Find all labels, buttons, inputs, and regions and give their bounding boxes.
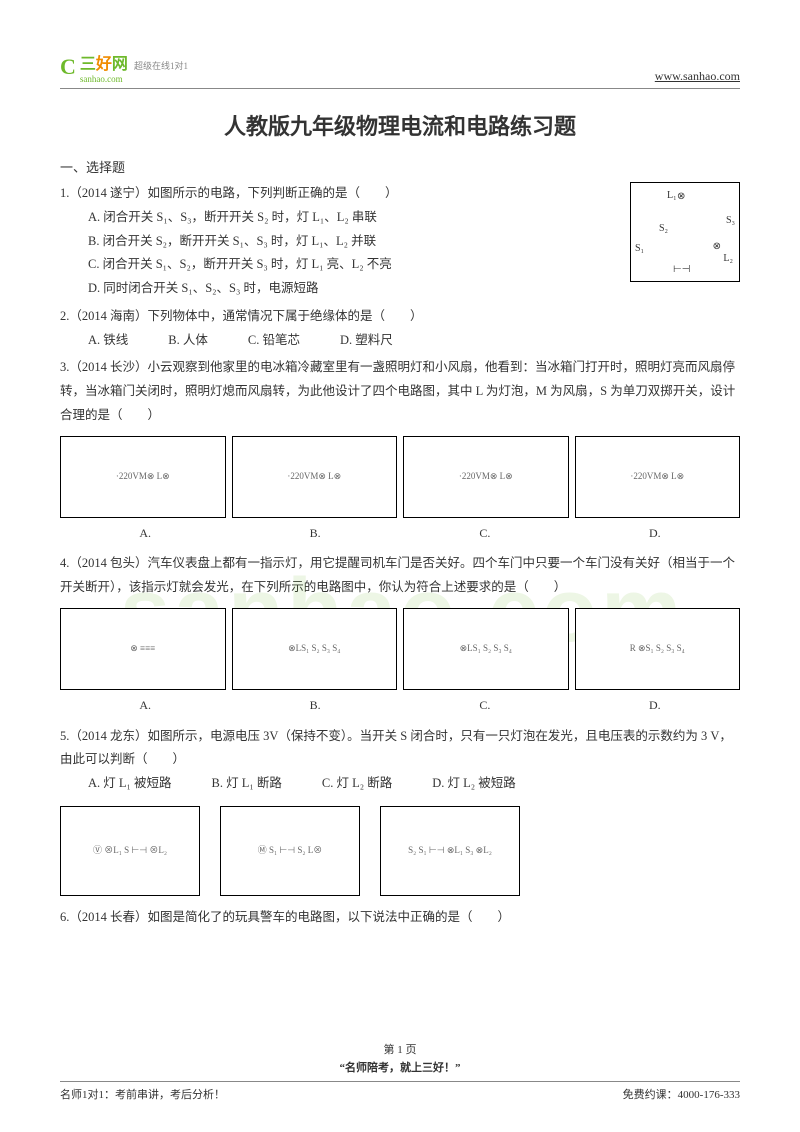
- q3-fig-b: ·220V M⊗ L⊗: [232, 436, 398, 518]
- q2-opt-c: C. 铅笔芯: [248, 329, 300, 353]
- q5-opt-b: B. 灯 L₁ 断路: [212, 772, 282, 796]
- question-6: 6.（2014 长春）如图是简化了的玩具警车的电路图，以下说法中正确的是（ ）: [60, 906, 740, 930]
- question-1: L₁ ⊗ S₂ S₃ S₁ ⊗ L₂ ⊢⊣ 1.（2014 遂宁）如图所示的电路…: [60, 182, 740, 301]
- q4-fig-c: ⊗L S₁ S₂ S₃ S₄: [403, 608, 569, 690]
- logo-tagline: 超级在线1对1: [134, 61, 188, 71]
- section-heading: 一、选择题: [60, 157, 740, 176]
- header-url[interactable]: www.sanhao.com: [655, 69, 740, 84]
- logo-cn-2: 好: [96, 56, 112, 73]
- q3-stem: 3.（2014 长沙）小云观察到他家里的电冰箱冷藏室里有一盏照明灯和小风扇，他看…: [60, 356, 740, 427]
- question-2: 2.（2014 海南）下列物体中，通常情况下属于绝缘体的是（ ） A. 铁线 B…: [60, 305, 740, 353]
- header-bar: C 三好网 超级在线1对1 sanhao.com www.sanhao.com: [60, 50, 740, 89]
- label-l2: L₂: [723, 249, 733, 268]
- q2-opt-d: D. 塑料尺: [340, 329, 393, 353]
- q5-opt-a: A. 灯 L₁ 被短路: [88, 772, 172, 796]
- q4-label-c: C.: [479, 694, 490, 717]
- logo-cn-1: 三: [80, 56, 96, 73]
- q3-label-b: B.: [310, 522, 321, 545]
- q3-label-d: D.: [649, 522, 661, 545]
- logo: C 三好网 超级在线1对1 sanhao.com: [60, 50, 188, 84]
- q4-label-d: D.: [649, 694, 661, 717]
- question-5: 5.（2014 龙东）如图所示，电源电压 3V（保持不变）。当开关 S 闭合时，…: [60, 725, 740, 896]
- page: sanhao.com C 三好网 超级在线1对1 sanhao.com www.…: [0, 0, 800, 1132]
- q4-labels: A. B. C. D.: [60, 694, 740, 717]
- label-l1: L₁: [667, 186, 677, 205]
- q6-stem: 6.（2014 长春）如图是简化了的玩具警车的电路图，以下说法中正确的是（ ）: [60, 906, 740, 930]
- q3-fig-d: ·220V M⊗ L⊗: [575, 436, 741, 518]
- logo-brand: 三好网 超级在线1对1 sanhao.com: [80, 50, 188, 84]
- bulb-icon: ⊗: [713, 237, 721, 256]
- page-title: 人教版九年级物理电流和电路练习题: [60, 109, 740, 141]
- q4-fig-b: ⊗L S₁ S₂ S₃ S₄: [232, 608, 398, 690]
- q4-diagrams: ⊗ ≡≡≡ ⊗L S₁ S₂ S₃ S₄ ⊗L S₁ S₂ S₃ S₄ R ⊗ …: [60, 608, 740, 690]
- question-4: 4.（2014 包头）汽车仪表盘上都有一指示灯，用它提醒司机车门是否关好。四个车…: [60, 552, 740, 716]
- q5-opt-c: C. 灯 L₂ 断路: [322, 772, 392, 796]
- q5-figures-row: Ⓥ ⊗L₁ S ⊢⊣ ⊗L₂ Ⓜ S₁ ⊢⊣ S₂ L⊗ S₂ S₁ ⊢⊣ ⊗L…: [60, 806, 740, 896]
- q5-fig-3: S₂ S₁ ⊢⊣ ⊗L₁ S₃ ⊗L₂: [380, 806, 520, 896]
- footer-page-number: 第 1 页: [60, 1041, 740, 1057]
- q5-fig-2: Ⓜ S₁ ⊢⊣ S₂ L⊗: [220, 806, 360, 896]
- label-s3: S₃: [726, 211, 735, 230]
- q3-labels: A. B. C. D.: [60, 522, 740, 545]
- q5-fig-1: Ⓥ ⊗L₁ S ⊢⊣ ⊗L₂: [60, 806, 200, 896]
- label-s1: S₁: [635, 239, 644, 258]
- bulb-icon: ⊗: [677, 187, 685, 206]
- q4-fig-d: R ⊗ S₁ S₂ S₃ S₄: [575, 608, 741, 690]
- battery-icon: ⊢⊣: [673, 260, 690, 279]
- q4-fig-a: ⊗ ≡≡≡: [60, 608, 226, 690]
- q5-stem: 5.（2014 龙东）如图所示，电源电压 3V（保持不变）。当开关 S 闭合时，…: [60, 725, 740, 773]
- q4-stem: 4.（2014 包头）汽车仪表盘上都有一指示灯，用它提醒司机车门是否关好。四个车…: [60, 552, 740, 600]
- q5-opt-d: D. 灯 L₂ 被短路: [432, 772, 516, 796]
- page-footer: 第 1 页 “名师陪考，就上三好！” 名师1对1：考前串讲，考后分析！ 免费约课…: [60, 1041, 740, 1102]
- leaf-icon: C: [60, 54, 76, 80]
- logo-en: sanhao.com: [80, 74, 188, 84]
- logo-cn-3: 网: [112, 56, 128, 73]
- footer-right: 免费约课：4000-176-333: [623, 1086, 740, 1102]
- q4-label-a: A.: [139, 694, 151, 717]
- q3-label-a: A.: [139, 522, 151, 545]
- footer-left: 名师1对1：考前串讲，考后分析！: [60, 1086, 225, 1102]
- q1-circuit-figure: L₁ ⊗ S₂ S₃ S₁ ⊗ L₂ ⊢⊣: [630, 182, 740, 282]
- q2-opt-a: A. 铁线: [88, 329, 128, 353]
- q2-opt-b: B. 人体: [168, 329, 208, 353]
- footer-slogan: “名师陪考，就上三好！”: [60, 1059, 740, 1075]
- q3-diagrams: ·220V M⊗ L⊗ ·220V M⊗ L⊗ ·220V M⊗ L⊗ ·220…: [60, 436, 740, 518]
- question-3: 3.（2014 长沙）小云观察到他家里的电冰箱冷藏室里有一盏照明灯和小风扇，他看…: [60, 356, 740, 544]
- q4-label-b: B.: [310, 694, 321, 717]
- q3-fig-c: ·220V M⊗ L⊗: [403, 436, 569, 518]
- q3-label-c: C.: [479, 522, 490, 545]
- q3-fig-a: ·220V M⊗ L⊗: [60, 436, 226, 518]
- q2-stem: 2.（2014 海南）下列物体中，通常情况下属于绝缘体的是（ ）: [60, 305, 740, 329]
- label-s2: S₂: [659, 219, 668, 238]
